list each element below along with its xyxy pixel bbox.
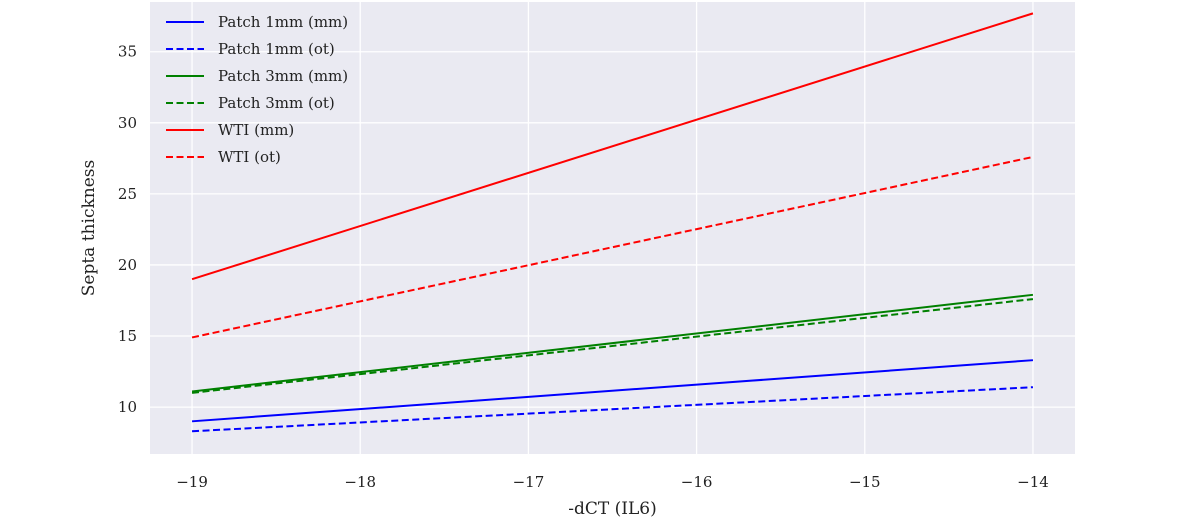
series-line xyxy=(191,359,1034,423)
legend-label: Patch 3mm (ot) xyxy=(218,94,335,112)
x-tick-label: −14 xyxy=(1017,473,1049,491)
x-tick-label: −16 xyxy=(681,473,713,491)
x-tick-label: −18 xyxy=(344,473,376,491)
series-line xyxy=(191,386,1034,433)
legend-label: Patch 3mm (mm) xyxy=(218,67,348,85)
y-tick-label: 15 xyxy=(118,327,137,345)
y-tick-label: 10 xyxy=(118,398,137,416)
x-tick-label: −15 xyxy=(849,473,881,491)
legend-label: WTI (mm) xyxy=(218,121,294,139)
series-line xyxy=(191,298,1034,394)
legend: Patch 1mm (mm) Patch 1mm (ot) Patch 3mm (m… xyxy=(166,13,348,166)
series-line xyxy=(191,293,1034,393)
x-tick-label: −19 xyxy=(176,473,208,491)
y-tick-label: 25 xyxy=(118,185,137,203)
series-group xyxy=(191,12,1034,433)
x-axis-title: -dCT (IL6) xyxy=(568,499,656,519)
x-tick-label: −17 xyxy=(513,473,545,491)
y-axis-title: Septa thickness xyxy=(79,160,99,296)
y-tick-label: 35 xyxy=(118,43,137,61)
series-line xyxy=(191,155,1034,339)
legend-label: Patch 1mm (mm) xyxy=(218,13,348,31)
grid xyxy=(150,2,1075,454)
y-tick-label: 30 xyxy=(118,114,137,132)
legend-label: WTI (ot) xyxy=(218,148,281,166)
legend-label: Patch 1mm (ot) xyxy=(218,40,335,58)
tick-labels: −19 −18 −17 −16 −15 −14 10 15 20 25 30 35 xyxy=(118,43,1049,491)
series-line xyxy=(191,12,1034,281)
y-tick-label: 20 xyxy=(118,256,137,274)
